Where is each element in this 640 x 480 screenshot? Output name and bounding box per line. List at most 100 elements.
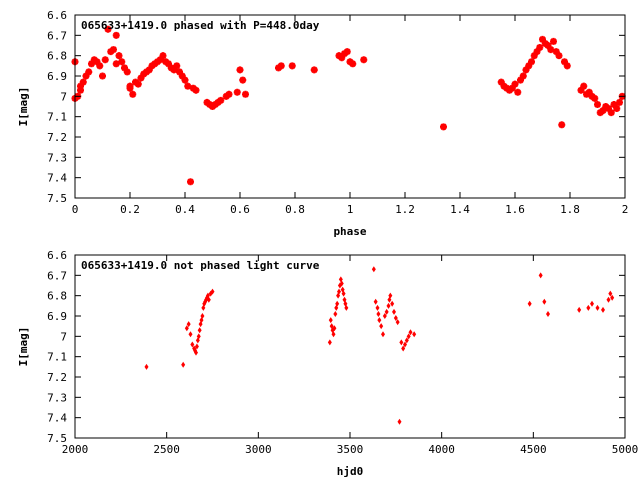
chart-2-data-point <box>186 321 191 328</box>
chart-2-data-point <box>577 306 582 313</box>
chart-1-data-point <box>101 56 109 64</box>
chart-1-data-point <box>525 62 533 70</box>
chart-1-data-point <box>170 66 178 74</box>
chart-2-y-tick-label: 7.5 <box>47 432 67 445</box>
chart-2-data-point <box>373 298 378 305</box>
chart-1-x-tick-label: 0.4 <box>175 203 195 216</box>
chart-1-data-point <box>110 46 117 54</box>
chart-1-x-tick-label: 1 <box>347 203 354 216</box>
chart-1-data-point <box>497 78 505 86</box>
chart-1-data-point <box>96 62 104 70</box>
chart-1-y-tick-label: 7.1 <box>47 111 67 124</box>
chart-2-x-tick-label: 4500 <box>520 443 547 456</box>
chart-1-data-point <box>77 82 84 90</box>
chart-1-x-tick-label: 0 <box>72 203 79 216</box>
chart-2-x-tick-label: 3000 <box>245 443 272 456</box>
chart-1-data-point <box>173 62 181 70</box>
chart-1-y-tick-label: 6.6 <box>47 9 67 22</box>
chart-2-data-point <box>590 300 594 307</box>
chart-2-x-tick-label: 2000 <box>62 443 89 456</box>
chart-2-data-point <box>371 266 376 273</box>
chart-1-data-point <box>115 52 123 60</box>
chart-2-data-point <box>404 337 409 344</box>
chart-1-data-point <box>118 58 126 66</box>
chart-2-data-point <box>386 302 391 309</box>
chart-1-data-point <box>338 54 346 62</box>
chart-1-data-point <box>360 56 368 64</box>
chart-1-data-point <box>88 60 95 68</box>
chart-1-data-point <box>519 72 527 80</box>
chart-2-data-point <box>376 310 381 317</box>
chart-2-data-point <box>144 363 149 370</box>
chart-1-data-point <box>242 90 249 98</box>
chart-2-x-axis-label: hjd0 <box>337 465 364 478</box>
chart-2-data-point <box>332 325 337 332</box>
chart-1-y-axis-label: I[mag] <box>17 87 30 127</box>
chart-2-data-point <box>606 296 611 303</box>
chart-1-y-tick-label: 6.8 <box>47 50 67 63</box>
chart-2-data-point <box>388 292 393 299</box>
chart-1-data-point <box>277 62 285 70</box>
chart-2-data-point <box>206 296 211 303</box>
chart-2-data-point <box>190 341 195 348</box>
chart-2-data-point <box>401 345 406 352</box>
chart-1-title: 065633+1419.0 phased with P=448.0day <box>81 19 320 32</box>
chart-2-x-tick-label: 3500 <box>337 443 364 456</box>
chart-1-data-point <box>129 90 137 98</box>
chart-2-y-tick-label: 6.9 <box>47 310 67 323</box>
chart-1-data-point <box>99 72 106 80</box>
chart-1-data-point <box>126 84 134 92</box>
chart-1-data-point <box>547 46 555 54</box>
chart-2-data-point <box>181 361 186 368</box>
chart-1-data-point <box>544 42 552 49</box>
chart-2-y-tick-label: 7.4 <box>47 412 67 425</box>
chart-2-data-point <box>395 319 400 326</box>
chart-1-data-point <box>159 52 167 60</box>
chart-1-data-point <box>607 109 615 117</box>
chart-1-data-point <box>192 86 200 94</box>
chart-1-x-tick-label: 1.8 <box>560 203 580 216</box>
chart-2-x-tick-label: 4000 <box>428 443 455 456</box>
chart-2-y-tick-label: 7.1 <box>47 351 67 364</box>
chart-2-data-point <box>546 310 550 317</box>
chart-1-data-point <box>145 66 153 74</box>
chart-1-x-tick-label: 1.6 <box>505 203 525 216</box>
chart-1-x-axis-label: phase <box>333 225 366 238</box>
chart-2-data-point <box>344 304 349 311</box>
chart-1-data-point <box>440 123 447 131</box>
chart-1-data-point <box>555 52 563 60</box>
chart-1-data-point <box>605 105 612 113</box>
chart-2-data-point <box>210 288 215 295</box>
chart-1-data-point <box>536 44 544 52</box>
chart-1-data-point <box>82 72 90 80</box>
chart-1-data-point <box>79 78 87 86</box>
chart-2-data-point <box>601 306 605 313</box>
chart-2-data-point <box>194 343 199 350</box>
chart-1-data-point <box>522 66 530 74</box>
chart-1-data-point <box>539 35 546 43</box>
chart-1-data-point <box>610 100 618 108</box>
chart-2-data-point <box>200 313 205 319</box>
chart-2-data-point <box>412 331 417 338</box>
chart-1-data-point <box>137 74 145 82</box>
chart-1-x-tick-label: 1.4 <box>450 203 470 216</box>
chart-2-data-point <box>393 315 398 322</box>
chart-1-data-point <box>558 121 566 129</box>
chart-1-y-tick-label: 7.5 <box>47 192 67 205</box>
chart-1-data-point <box>508 84 516 92</box>
chart-2-data-point <box>382 313 387 319</box>
chart-1-y-tick-label: 6.9 <box>47 70 67 83</box>
chart-2-y-tick-label: 7 <box>60 330 67 343</box>
chart-2-data-point <box>392 308 396 315</box>
chart-2-data-point <box>379 323 384 330</box>
chart-2-data-point <box>608 290 613 297</box>
chart-2-data-point <box>197 327 202 334</box>
chart-1-data-point <box>134 80 142 88</box>
chart-1-data-point <box>176 68 183 76</box>
chart-1-data-point <box>178 72 186 80</box>
chart-2-data-point <box>337 288 341 295</box>
chart-1-data-point <box>594 100 601 108</box>
chart-2-data-point <box>188 331 193 338</box>
chart-2-y-tick-label: 7.3 <box>47 391 67 404</box>
chart-1-y-tick-label: 6.7 <box>47 29 67 42</box>
